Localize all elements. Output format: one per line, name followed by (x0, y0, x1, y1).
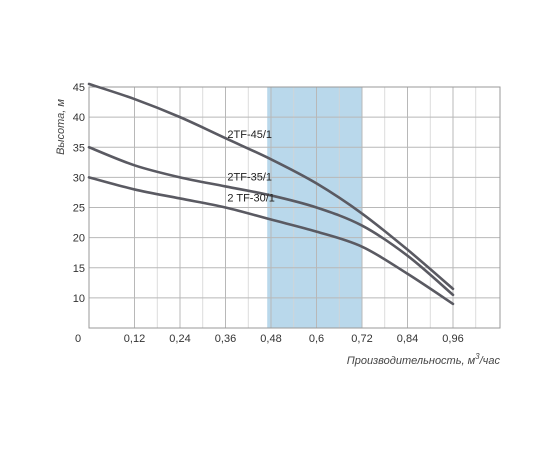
x-tick-label: 0,6 (309, 333, 324, 345)
plot-frame (88, 86, 501, 329)
y-axis-title: Высота, м (55, 99, 67, 155)
x-tick-label: 0,72 (351, 333, 372, 345)
y-tick-label: 15 (73, 263, 85, 275)
series-label-1: 2TF-35/1 (227, 171, 272, 183)
x-tick-label: 0 (75, 333, 81, 345)
x-tick-label: 0,36 (215, 333, 236, 345)
series-label-0: 2TF-45/1 (227, 129, 272, 141)
y-tick-label: 30 (73, 172, 85, 184)
series-line-1 (87, 145, 455, 297)
x-axis-title: Производительность, м3/час (347, 352, 501, 367)
x-tick-label: 0,12 (124, 333, 145, 345)
x-tick-label: 0,84 (397, 333, 418, 345)
series-line-0 (87, 82, 455, 291)
series-line-2 (87, 176, 455, 306)
y-tick-label: 10 (73, 293, 85, 305)
y-tick-label: 20 (73, 233, 85, 245)
y-tick-label: 35 (73, 142, 85, 154)
series-label-2: 2 TF-30/1 (227, 192, 274, 204)
y-tick-label: 25 (73, 203, 85, 215)
y-tick-label: 40 (73, 112, 85, 124)
x-tick-label: 0,48 (260, 333, 281, 345)
x-tick-label: 0,96 (442, 333, 463, 345)
y-tick-label: 45 (73, 82, 85, 94)
x-tick-label: 0,24 (169, 333, 190, 345)
